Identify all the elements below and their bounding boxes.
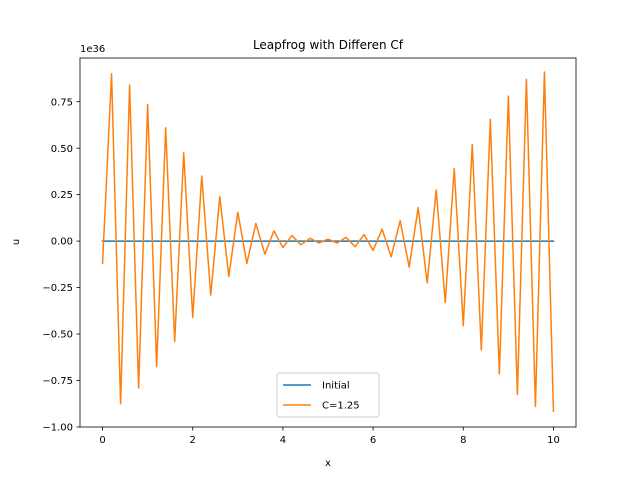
legend-frame	[276, 372, 380, 418]
x-tick-label: 6	[370, 435, 376, 446]
x-tick-label: 0	[99, 435, 105, 446]
y-tick-label: 0.75	[51, 97, 73, 108]
y-axis-scale-label: 1e36	[80, 44, 105, 55]
x-tick-label: 4	[280, 435, 286, 446]
y-tick-label: 0.50	[51, 144, 73, 155]
x-tick-label: 2	[190, 435, 196, 446]
x-tick-label: 8	[460, 435, 466, 446]
y-tick-label: −0.25	[42, 283, 73, 294]
plot-area: 0 2 4 6 8 10 −1.00 −0.75 −0.50 −0.25 0.00 0.25 0.50 0…	[42, 57, 577, 446]
legend-label-1: C=1.25	[322, 401, 360, 412]
y-tick-label: −0.75	[42, 376, 73, 387]
y-tick-label: 0.25	[51, 190, 73, 201]
chart-title: Leapfrog with Differen Cf	[253, 38, 404, 52]
legend: Initial C=1.25	[276, 372, 380, 418]
x-axis-title: x	[325, 458, 331, 469]
series-line-1	[101, 71, 555, 412]
y-axis-title: u	[11, 239, 22, 245]
y-tick-label: −1.00	[42, 423, 73, 434]
legend-label-0: Initial	[322, 381, 350, 392]
y-tick-label: −0.50	[42, 330, 73, 341]
x-tick-label: 10	[547, 435, 560, 446]
y-tick-label: 0.00	[51, 237, 73, 248]
axes-frame	[79, 57, 577, 428]
